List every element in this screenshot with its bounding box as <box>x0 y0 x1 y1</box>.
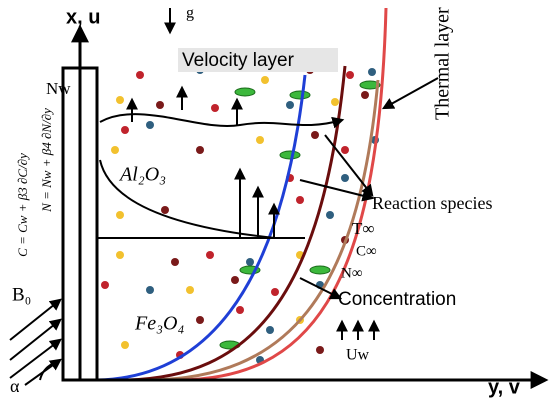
label-bg <box>178 48 338 72</box>
n-condition: N = Nw + β4 ∂N/∂y <box>39 108 54 213</box>
nanoparticle-profile <box>149 79 380 382</box>
particle <box>206 251 214 259</box>
fe3o4-label: Fe₃O₄ <box>134 313 184 335</box>
particle <box>331 98 339 106</box>
n-inf-label: N∞ <box>341 265 363 281</box>
particle <box>101 281 109 289</box>
particle <box>361 91 369 99</box>
particle <box>256 136 264 144</box>
nw-label: Nw <box>46 79 71 98</box>
particle <box>246 258 254 266</box>
particle <box>261 76 269 84</box>
particle <box>316 346 324 354</box>
particle <box>196 316 204 324</box>
particle <box>211 104 219 112</box>
particle <box>146 121 154 129</box>
particle <box>236 306 244 314</box>
particle <box>116 211 124 219</box>
t-inf-label: T∞ <box>352 219 375 238</box>
particle <box>121 341 129 349</box>
microorganism <box>279 150 301 160</box>
microorganism <box>289 90 311 100</box>
wavy-line <box>99 113 345 129</box>
particle <box>346 71 354 79</box>
alpha-label: α <box>10 376 20 396</box>
microorganism <box>309 265 331 275</box>
species-curve <box>99 159 276 239</box>
particle <box>111 146 119 154</box>
uw-label: Uw <box>346 347 370 364</box>
microorganism <box>234 87 256 97</box>
particle <box>271 288 279 296</box>
x-axis-label: x, u <box>66 6 100 28</box>
velocity-layer-label: Velocity layer <box>182 50 295 71</box>
particle <box>196 146 204 154</box>
angle-arc <box>39 363 53 381</box>
particle <box>116 96 124 104</box>
particle <box>341 146 349 154</box>
flow-arrows <box>126 85 380 340</box>
particle <box>156 101 164 109</box>
y-axis-label: y, v <box>488 376 521 398</box>
velocity-profile <box>96 74 307 382</box>
particle <box>186 286 194 294</box>
particle <box>286 101 294 109</box>
particle <box>146 286 154 294</box>
particle <box>311 131 319 139</box>
particle <box>326 211 334 219</box>
particle <box>116 251 124 259</box>
pointers <box>9 77 439 386</box>
c-condition: C = Cw + β3 ∂C/∂y <box>15 153 30 257</box>
microorganism <box>359 80 381 90</box>
al2o3-label: Al₂O₃ <box>118 164 166 186</box>
b0-label: B₀ <box>12 284 31 305</box>
particle <box>231 276 239 284</box>
particle <box>121 126 129 134</box>
particle <box>266 326 274 334</box>
particle <box>161 206 169 214</box>
thermal-layer-label: Thermal layer <box>432 7 454 120</box>
particle <box>368 68 376 76</box>
gravity-label: g <box>186 5 194 22</box>
particle <box>171 258 179 266</box>
particle <box>136 71 144 79</box>
reaction-species-label: Reaction species <box>372 193 492 213</box>
particle <box>296 196 304 204</box>
particle <box>341 174 349 182</box>
concentration-label: Concentration <box>338 289 456 310</box>
c-inf-label: C∞ <box>356 243 377 259</box>
thermal-profile <box>179 7 388 382</box>
concentration-profile <box>124 65 347 382</box>
